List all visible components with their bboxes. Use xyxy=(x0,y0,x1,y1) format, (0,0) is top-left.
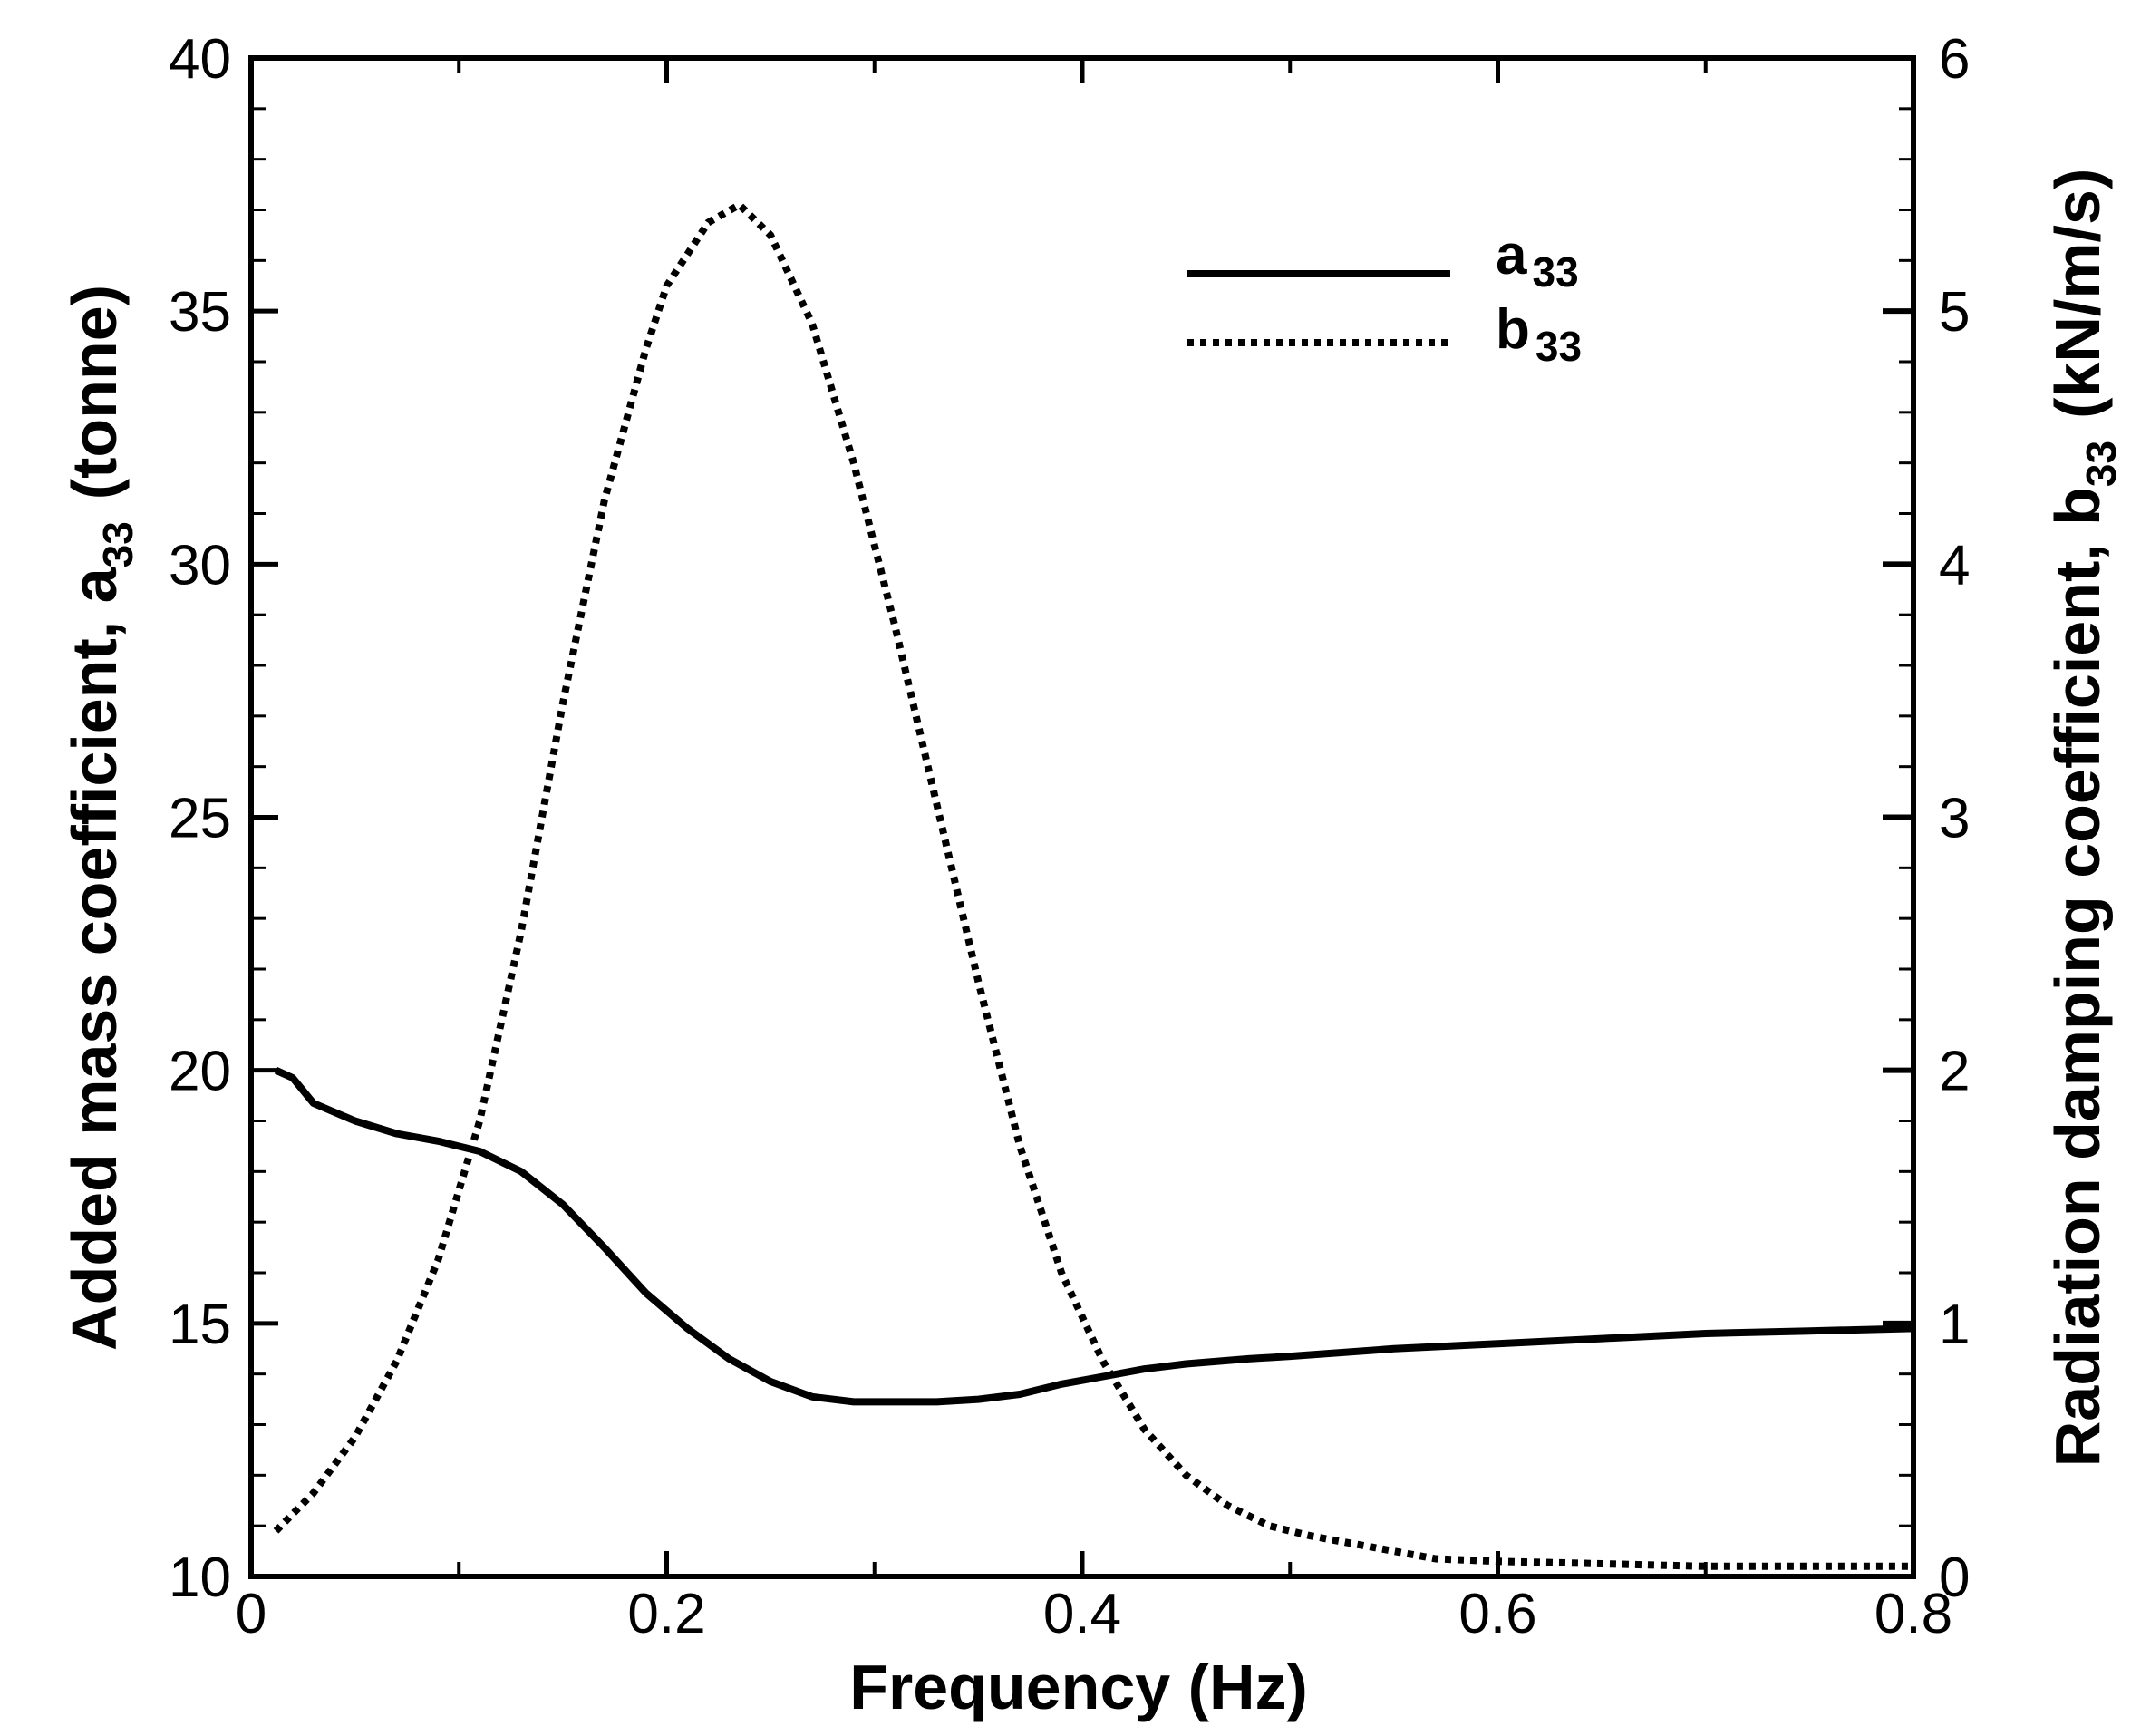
legend-label-b33-sub: 33 xyxy=(1535,323,1582,370)
y2-tick-label: 2 xyxy=(1939,1041,1970,1103)
y2-axis-title-unit: (kN/m/s) xyxy=(2042,169,2113,419)
y-axis-title-main: Added mass coefficient, a xyxy=(59,567,130,1351)
y2-tick-label: 5 xyxy=(1939,281,1970,344)
y-tick-label: 10 xyxy=(169,1547,231,1609)
y-tick-label: 20 xyxy=(169,1041,231,1103)
series-layer xyxy=(273,200,1914,1570)
y2-tick-label: 4 xyxy=(1939,534,1970,596)
series-line-a33 xyxy=(274,1067,1914,1406)
legend-label-a33-sub: 33 xyxy=(1532,248,1578,296)
x-tick-label: 0.8 xyxy=(1874,1583,1952,1645)
y-tick-label: 15 xyxy=(169,1294,231,1356)
y-tick-label: 25 xyxy=(169,788,231,850)
x-axis-title: Frequency (Hz) xyxy=(849,1652,1308,1722)
y-axis-title: Added mass coefficient, a33 (tonne) xyxy=(59,285,141,1351)
x-tick-label: 0.6 xyxy=(1458,1583,1536,1645)
x-tick-label: 0 xyxy=(236,1583,266,1645)
y2-axis-title: Radiation damping coefficient, b33 (kN/m/… xyxy=(2042,169,2125,1468)
y-tick-label: 35 xyxy=(169,281,231,344)
y-axis-title-sub: 33 xyxy=(94,521,141,567)
x-tick-label: 0.4 xyxy=(1043,1583,1121,1645)
y2-tick-label: 0 xyxy=(1939,1547,1970,1609)
y2-axis-title-sub: 33 xyxy=(2078,441,2125,487)
y2-tick-label: 3 xyxy=(1939,788,1970,850)
labels-layer: 0 0.2 0.4 0.6 0.8 10 15 20 25 30 35 40 0 1 2 3 4 5 6 xyxy=(169,28,1970,1645)
legend-label-b33: b 33 xyxy=(1496,298,1582,370)
x-tick-label: 0.2 xyxy=(627,1583,705,1645)
plot-frame xyxy=(248,55,1916,1579)
legend-label-a33: a 33 xyxy=(1496,224,1579,296)
ticks-layer xyxy=(251,58,1913,1576)
y-tick-label: 40 xyxy=(169,28,231,91)
y2-axis-title-main: Radiation damping coefficient, b xyxy=(2042,487,2113,1467)
y-axis-title-unit: (tonne) xyxy=(59,285,130,499)
legend-label-a33-main: a xyxy=(1496,224,1527,286)
y2-tick-label: 6 xyxy=(1939,28,1970,91)
legend: a 33 b 33 xyxy=(1187,224,1582,370)
y-tick-label: 30 xyxy=(169,534,231,596)
legend-label-b33-main: b xyxy=(1496,298,1530,361)
series-line-b33 xyxy=(273,200,1913,1570)
y2-tick-label: 1 xyxy=(1939,1294,1970,1356)
